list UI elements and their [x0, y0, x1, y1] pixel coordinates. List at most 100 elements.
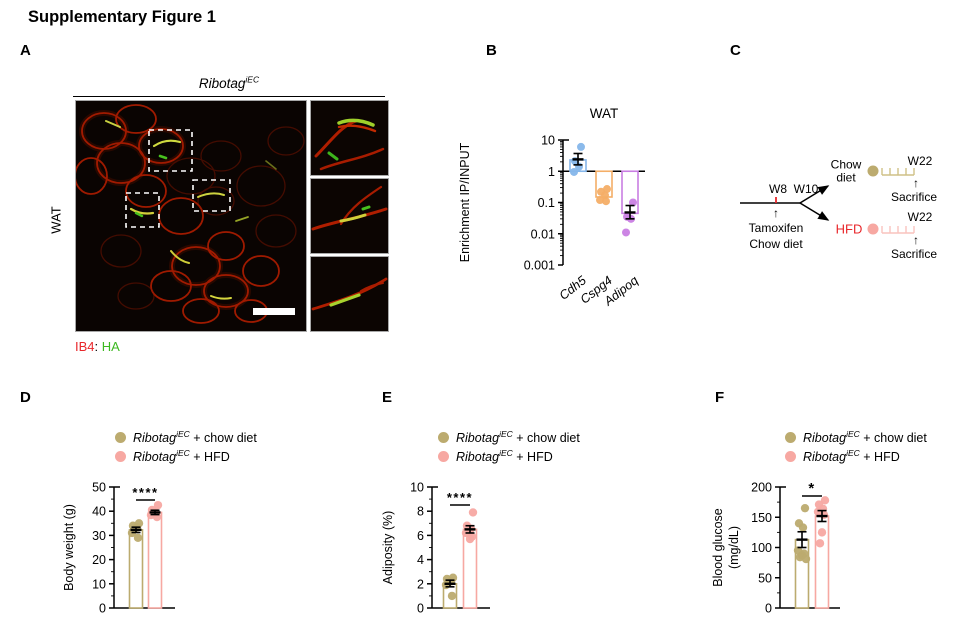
branch-chow-line2: diet	[836, 170, 856, 184]
legend-label-chow: RibotagiEC + chow diet	[456, 428, 580, 445]
svg-text:Enrichment IP/INPUT: Enrichment IP/INPUT	[458, 142, 472, 262]
svg-text:4: 4	[417, 553, 424, 567]
legend-item-chow: RibotagiEC + chow diet	[115, 428, 257, 447]
legend-dot-hfd	[115, 451, 126, 462]
timeline-w22-bottom: W22	[907, 210, 933, 224]
svg-text:****: ****	[447, 490, 473, 505]
legend-item-hfd: RibotagiEC + HFD	[115, 447, 257, 466]
figure-title: Supplementary Figure 1	[28, 8, 216, 26]
branch-arrow-chow	[799, 185, 830, 204]
svg-text:*: *	[808, 480, 815, 497]
chow-group-dot	[867, 165, 879, 177]
svg-text:10: 10	[541, 134, 555, 148]
hfd-ruler-icon	[881, 226, 915, 234]
inset-box-3	[192, 179, 231, 212]
panel-e-label: E	[382, 389, 393, 406]
timeline-hfd: HFD	[835, 221, 863, 237]
panel-f-label: F	[715, 389, 725, 406]
legend-item-hfd: RibotagiEC + HFD	[785, 447, 927, 466]
timeline-w10: W10	[793, 182, 819, 196]
legend-label-chow: RibotagiEC + chow diet	[803, 428, 927, 445]
legend-label-hfd: RibotagiEC + HFD	[803, 447, 900, 464]
legend-item-chow: RibotagiEC + chow diet	[785, 428, 927, 447]
ha-label: HA	[101, 339, 120, 354]
timeline-w22-top: W22	[907, 154, 933, 168]
sacrifice-up-arrow-top: ↑	[913, 176, 919, 190]
panel-b-label: B	[486, 42, 497, 59]
inset-box-2	[125, 192, 160, 228]
svg-text:40: 40	[92, 505, 106, 519]
panel-a-header: RibotagiEC	[73, 75, 385, 91]
svg-text:50: 50	[758, 571, 772, 585]
svg-text:50: 50	[92, 481, 106, 495]
panel-c-label: C	[730, 42, 741, 59]
svg-text:(mg/dL): (mg/dL)	[727, 526, 741, 569]
legend-label-chow: RibotagiEC + chow diet	[133, 428, 257, 445]
timeline-diagram: W8 W10 ↑ Tamoxifen Chow diet Chow diet H…	[700, 40, 960, 270]
svg-text:8: 8	[417, 505, 424, 519]
svg-text:0: 0	[765, 602, 772, 616]
svg-text:20: 20	[92, 553, 106, 567]
panel-d-legend: RibotagiEC + chow diet RibotagiEC + HFD	[115, 428, 257, 466]
svg-text:1: 1	[548, 165, 555, 179]
sacrifice-up-arrow-bottom: ↑	[913, 233, 919, 247]
legend-dot-chow	[438, 432, 449, 443]
svg-text:Adiposity (%): Adiposity (%)	[381, 511, 395, 585]
scale-bar	[253, 308, 295, 315]
tamoxifen-up-arrow: ↑	[773, 206, 779, 220]
panel-a-side-label: WAT	[48, 206, 64, 234]
caption-colon: :	[94, 339, 102, 354]
svg-text:WAT: WAT	[590, 106, 619, 121]
body-weight-chart: 0 10 20 30 40 50 **** Body weight (g)	[62, 481, 175, 616]
legend-dot-chow	[115, 432, 126, 443]
timeline-chow-diet-bottom: Chow diet	[749, 237, 803, 251]
svg-text:****: ****	[132, 485, 158, 500]
micrograph-inset-3	[310, 256, 389, 332]
svg-text:150: 150	[751, 511, 772, 525]
legend-label-hfd: RibotagiEC + HFD	[133, 447, 230, 464]
svg-text:10: 10	[410, 481, 424, 495]
svg-text:0.01: 0.01	[531, 227, 555, 241]
panel-d-label: D	[20, 389, 31, 406]
branch-arrow-hfd	[799, 202, 830, 221]
header-underline	[73, 96, 385, 97]
ib4-label: IB4	[75, 339, 95, 354]
timeline-sacrifice-bottom: Sacrifice	[890, 247, 938, 261]
svg-text:2: 2	[417, 577, 424, 591]
adiposity-chart: 0 2 4 6 8 10 **** Adiposity (%)	[381, 481, 490, 616]
svg-text:Blood glucose: Blood glucose	[711, 508, 725, 587]
svg-text:10: 10	[92, 577, 106, 591]
timeline-w8: W8	[769, 182, 787, 196]
legend-item-chow: RibotagiEC + chow diet	[438, 428, 580, 447]
timeline-branch-chow: Chow diet	[831, 158, 862, 183]
hfd-group-dot	[867, 223, 879, 235]
legend-dot-chow	[785, 432, 796, 443]
svg-text:0.1: 0.1	[538, 196, 555, 210]
inset-box-1	[148, 129, 193, 172]
svg-text:Body weight (g): Body weight (g)	[62, 504, 76, 591]
legend-dot-hfd	[785, 451, 796, 462]
branch-chow-line1: Chow	[830, 157, 862, 172]
svg-text:100: 100	[751, 541, 772, 555]
panel-e-legend: RibotagiEC + chow diet RibotagiEC + HFD	[438, 428, 580, 466]
micrograph-wat-main	[75, 100, 307, 332]
svg-text:200: 200	[751, 481, 772, 495]
micrograph-inset-2	[310, 178, 389, 254]
micrograph-inset-1	[310, 100, 389, 176]
svg-text:0: 0	[99, 602, 106, 616]
svg-text:6: 6	[417, 529, 424, 543]
blood-glucose-chart: 0 50 100 150 200 * Blood glucose (mg/dL)	[711, 480, 840, 616]
legend-label-hfd: RibotagiEC + HFD	[456, 447, 553, 464]
legend-item-hfd: RibotagiEC + HFD	[438, 447, 580, 466]
legend-dot-hfd	[438, 451, 449, 462]
gene-name: Ribotag	[198, 76, 246, 91]
svg-text:0: 0	[417, 602, 424, 616]
chow-ruler-icon	[881, 168, 915, 176]
panel-a-label: A	[20, 42, 31, 59]
svg-text:30: 30	[92, 529, 106, 543]
timeline-tamoxifen: Tamoxifen	[748, 221, 804, 235]
timeline-graphics	[740, 165, 915, 235]
svg-text:0.001: 0.001	[524, 259, 555, 273]
